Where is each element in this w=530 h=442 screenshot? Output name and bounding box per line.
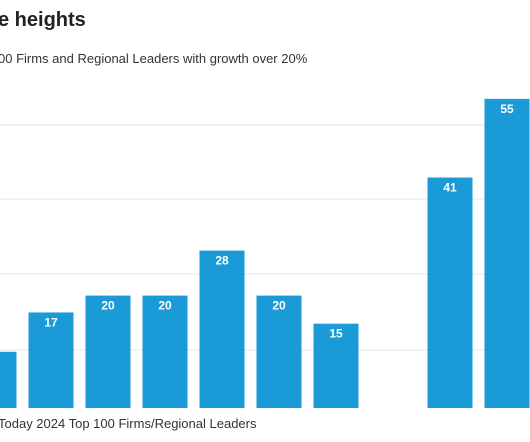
bar[interactable] <box>427 177 473 408</box>
bar-value-label: 15 <box>329 327 343 341</box>
bar-value-label: 17 <box>44 315 58 329</box>
bar-value-label: 20 <box>101 299 115 313</box>
bar[interactable] <box>199 250 245 408</box>
bar-value-label: 28 <box>215 254 229 268</box>
bar-value-label: 41 <box>443 181 457 195</box>
bar-value-label: 20 <box>158 299 172 313</box>
bar-value-label: 55 <box>500 102 514 116</box>
bar-value-label: 20 <box>272 299 286 313</box>
bar[interactable] <box>0 351 17 408</box>
bar[interactable] <box>256 295 302 408</box>
bar[interactable] <box>313 323 359 408</box>
chart-subtitle: 00 Firms and Regional Leaders with growt… <box>0 51 308 66</box>
bar[interactable] <box>484 98 530 409</box>
bar[interactable] <box>142 295 188 408</box>
chart-title: e heights <box>0 9 86 31</box>
bar[interactable] <box>28 312 74 408</box>
chart-source: Today 2024 Top 100 Firms/Regional Leader… <box>0 416 257 431</box>
bar[interactable] <box>85 295 131 408</box>
